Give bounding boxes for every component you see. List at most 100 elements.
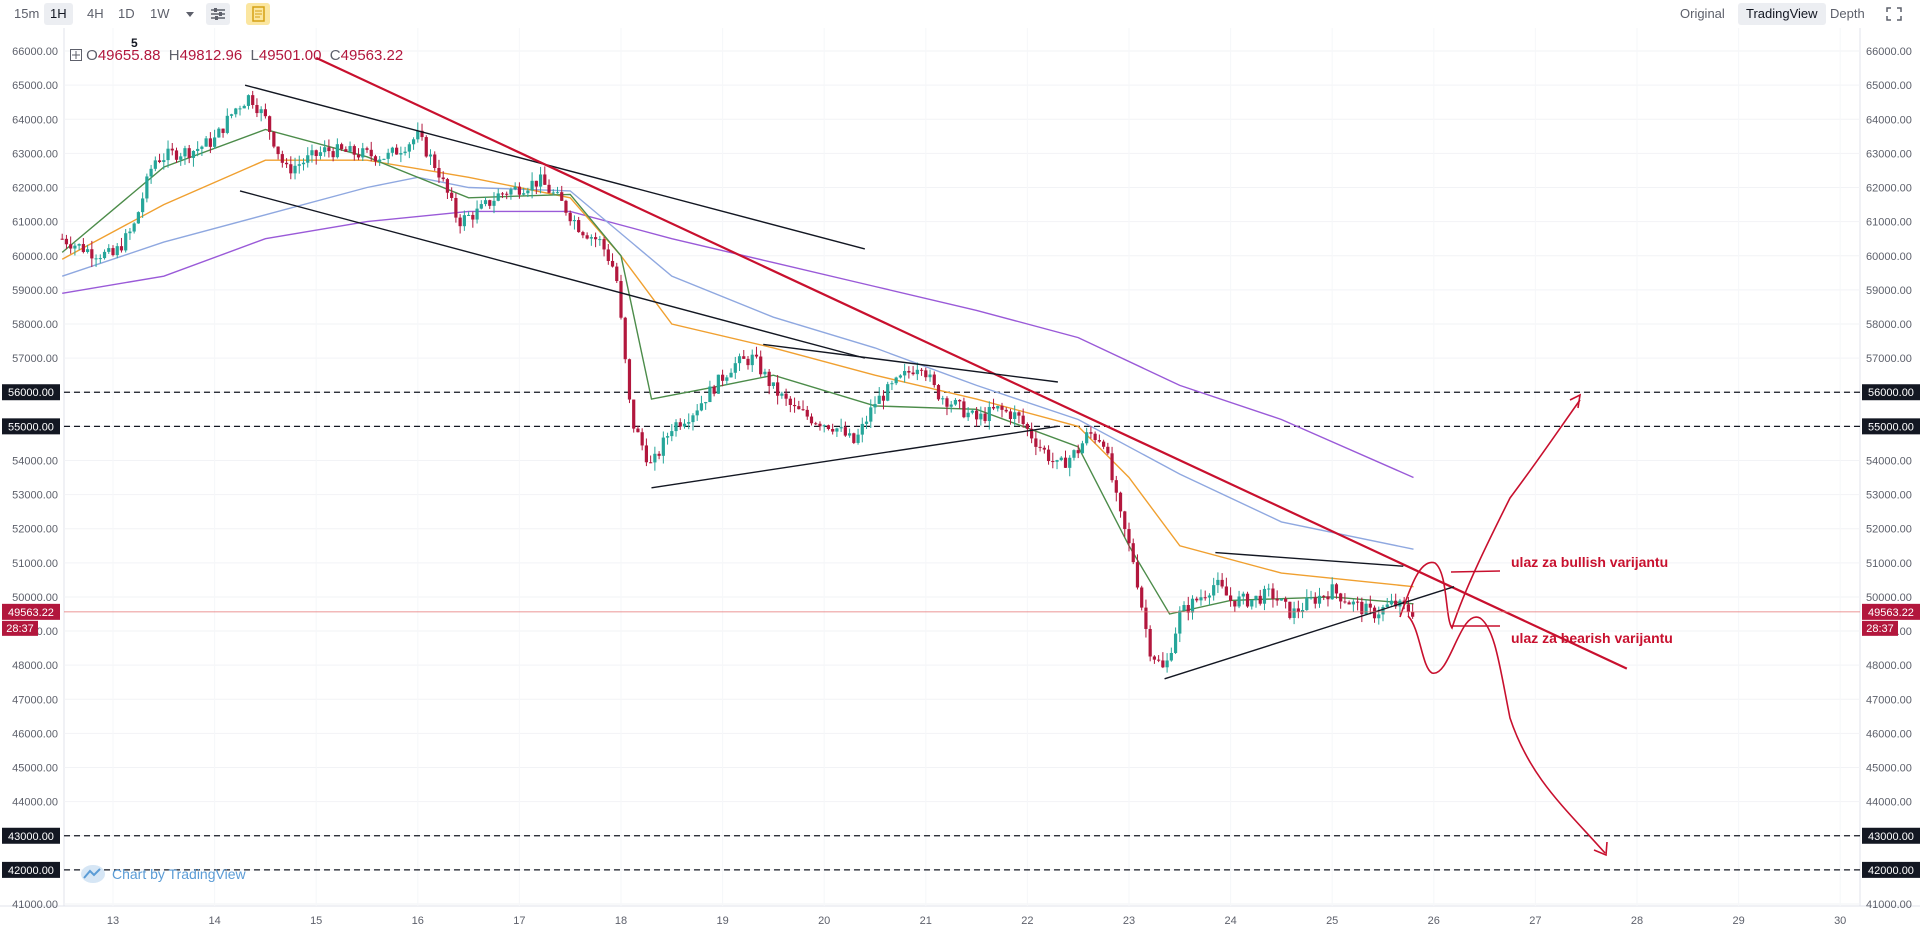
candle-body bbox=[1169, 652, 1173, 661]
candle-body bbox=[221, 128, 225, 133]
candle-body bbox=[132, 223, 136, 232]
candle-body bbox=[1106, 446, 1110, 454]
fullscreen-icon[interactable] bbox=[1882, 3, 1906, 25]
candle-body bbox=[1110, 453, 1114, 481]
candle-body bbox=[1237, 596, 1241, 607]
candle-body bbox=[1072, 450, 1076, 458]
candle-body bbox=[746, 358, 750, 366]
candle-body bbox=[1271, 588, 1275, 599]
candle-body bbox=[1309, 597, 1313, 599]
candle-body bbox=[1326, 596, 1330, 600]
candle-body bbox=[1161, 660, 1165, 668]
candle-body bbox=[1224, 586, 1228, 596]
chevron-down-icon[interactable] bbox=[178, 3, 202, 25]
indicators-icon[interactable] bbox=[206, 3, 230, 25]
candle-body bbox=[1279, 598, 1283, 601]
candle-body bbox=[1343, 601, 1347, 603]
last-price-badge-text: 49563.22 bbox=[1868, 607, 1914, 619]
candle-body bbox=[975, 410, 979, 420]
tradingview-watermark[interactable]: Chart by TradingView bbox=[80, 864, 246, 884]
candle-body bbox=[1296, 608, 1300, 612]
x-tick-label: 19 bbox=[716, 915, 728, 927]
candle-body bbox=[996, 405, 1000, 409]
countdown-badge bbox=[1862, 620, 1898, 636]
bearish-scenario-path bbox=[1407, 615, 1606, 854]
candle-body bbox=[555, 192, 560, 194]
candle-body bbox=[242, 105, 246, 109]
candle-body bbox=[297, 164, 301, 166]
candle-body bbox=[166, 148, 170, 161]
candle-body bbox=[191, 150, 196, 158]
candle-body bbox=[708, 386, 712, 403]
view-tradingview[interactable]: TradingView bbox=[1738, 3, 1826, 25]
triangle2-upper bbox=[1215, 551, 1404, 567]
y-tick-label-left: 51000.00 bbox=[12, 558, 58, 570]
candle-body bbox=[953, 399, 958, 405]
candle-body bbox=[306, 155, 310, 163]
candle-body bbox=[627, 359, 632, 400]
candle-body bbox=[263, 109, 267, 117]
y-tick-label-right: 62000.00 bbox=[1866, 183, 1912, 195]
view-depth[interactable]: Depth bbox=[1830, 6, 1865, 21]
candle-body bbox=[941, 398, 945, 400]
candle-body bbox=[852, 433, 856, 443]
timeframe-15m[interactable]: 15m bbox=[14, 6, 40, 21]
candle-body bbox=[737, 356, 742, 364]
y-tick-label-right: 52000.00 bbox=[1866, 524, 1912, 536]
timeframe-1w[interactable]: 1W bbox=[150, 6, 170, 21]
candle-body bbox=[543, 174, 547, 185]
candle-body bbox=[928, 374, 932, 378]
legend-toggle-icon[interactable] bbox=[70, 49, 82, 61]
candle-body bbox=[458, 217, 462, 227]
candle-body bbox=[606, 249, 610, 261]
candle-body bbox=[602, 239, 606, 250]
candle-body bbox=[1258, 595, 1262, 604]
y-tick-label-right: 46000.00 bbox=[1866, 728, 1912, 740]
candle-body bbox=[949, 404, 953, 407]
level-badge-text: 43000.00 bbox=[8, 831, 54, 843]
candle-body bbox=[1364, 603, 1368, 615]
candle-body bbox=[1144, 607, 1148, 629]
candle-body bbox=[1241, 593, 1245, 597]
candle-body bbox=[94, 258, 98, 260]
notes-icon[interactable] bbox=[246, 3, 270, 25]
y-tick-label-right: 64000.00 bbox=[1866, 114, 1912, 126]
candle-body bbox=[407, 144, 411, 152]
timeframe-4h[interactable]: 4H bbox=[87, 6, 104, 21]
ema-orange-line bbox=[61, 159, 1414, 588]
bearish-arrowhead bbox=[1593, 841, 1608, 857]
candle-body bbox=[890, 383, 894, 385]
timeframe-1d[interactable]: 1D bbox=[118, 6, 135, 21]
y-tick-label-right: 45000.00 bbox=[1866, 763, 1912, 775]
ohlc-legend: O49655.88 H49812.96 L49501.00 C49563.22 bbox=[70, 47, 403, 64]
candle-body bbox=[1368, 603, 1372, 608]
candle-body bbox=[344, 149, 348, 152]
candle-body bbox=[293, 165, 297, 174]
y-tick-label-right: 59000.00 bbox=[1866, 285, 1912, 297]
view-original[interactable]: Original bbox=[1680, 6, 1725, 21]
price-chart[interactable]: 66000.00 65000.00 64000.00 63000.00 62000.00… bbox=[0, 28, 1920, 932]
candle-body bbox=[932, 374, 936, 386]
close-value: 49563.22 bbox=[340, 47, 404, 64]
scenario-arrows bbox=[1399, 393, 1608, 857]
ma-purple-line bbox=[62, 210, 1414, 479]
candle-body bbox=[763, 371, 767, 375]
timeframe-1h[interactable]: 1H bbox=[44, 3, 73, 25]
candle-body bbox=[962, 401, 966, 418]
candle-body bbox=[1046, 449, 1051, 462]
level-badge-text: 42000.00 bbox=[1868, 865, 1914, 877]
candle-body bbox=[314, 150, 318, 156]
candle-body bbox=[632, 399, 636, 429]
candle-body bbox=[534, 180, 538, 187]
y-tick-label-left: 52000.00 bbox=[12, 524, 58, 536]
candle-body bbox=[814, 423, 818, 425]
low-label: L bbox=[250, 47, 259, 64]
level-badge-text: 43000.00 bbox=[1868, 831, 1914, 843]
candle-body bbox=[225, 115, 229, 133]
y-tick-label-left: 45000.00 bbox=[12, 763, 58, 775]
level-badge bbox=[2, 418, 60, 435]
candle-body bbox=[310, 150, 314, 156]
candle-body bbox=[1017, 412, 1021, 416]
candle-body bbox=[1377, 614, 1381, 619]
candle-body bbox=[1207, 595, 1212, 598]
